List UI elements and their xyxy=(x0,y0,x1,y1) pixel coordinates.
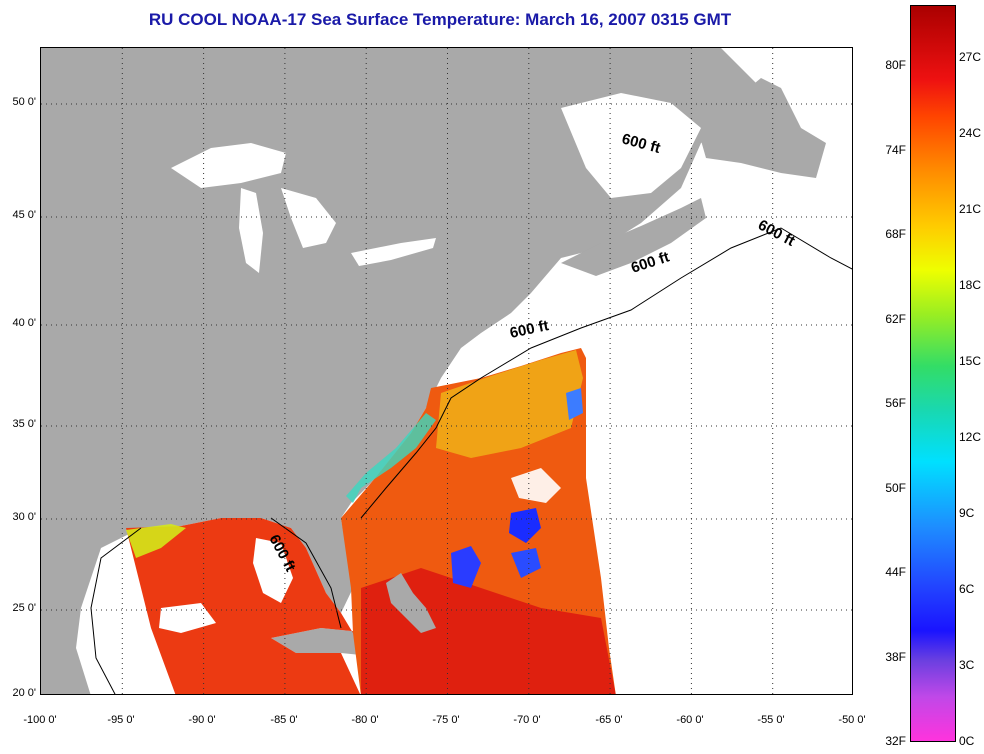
sst-cold-patch-4 xyxy=(566,388,583,420)
colorbar-c-27: 27C xyxy=(959,50,982,64)
lat-label-30: 30 0' xyxy=(12,511,36,523)
gulf-st-lawrence xyxy=(561,93,701,198)
colorbar-f-44: 44F xyxy=(885,565,906,579)
sst-gulf-of-mexico xyxy=(126,518,371,694)
lon-label-60: -60 0' xyxy=(676,714,704,726)
sst-gulf-north-warm-yellow xyxy=(126,524,186,558)
lat-label-50: 50 0' xyxy=(12,96,36,108)
colorbar-f-68: 68F xyxy=(885,227,906,241)
lon-label-90: -90 0' xyxy=(188,714,216,726)
lat-label-45: 45 0' xyxy=(12,209,36,221)
cloud-atlantic xyxy=(511,468,561,503)
lon-label-50: -50 0' xyxy=(838,714,866,726)
contour-label-gulf-of-maine: 600 ft xyxy=(508,317,550,342)
sst-coastal-cyan xyxy=(346,413,436,503)
cloud-gulf xyxy=(253,538,293,603)
lon-label-65: -65 0' xyxy=(595,714,623,726)
colorbar-c-21: 21C xyxy=(959,202,982,216)
sst-cold-patch-3 xyxy=(511,548,541,578)
graticule xyxy=(41,48,852,694)
contour-label-grand-banks: 600 ft xyxy=(755,217,798,250)
lat-label-20: 20 0' xyxy=(12,687,36,699)
sst-atlantic-south-red xyxy=(361,568,616,694)
lake-superior xyxy=(171,143,286,188)
colorbar-f-62: 62F xyxy=(885,312,906,326)
lon-label-80: -80 0' xyxy=(351,714,379,726)
map-canvas: 600 ft 600 ft 600 ft 600 ft 600 ft xyxy=(41,48,852,694)
colorbar-c-9: 9C xyxy=(959,506,975,520)
colorbar-c-12: 12C xyxy=(959,430,982,444)
colorbar-f-50: 50F xyxy=(885,481,906,495)
sst-map: 600 ft 600 ft 600 ft 600 ft 600 ft xyxy=(40,47,853,695)
lon-label-70: -70 0' xyxy=(513,714,541,726)
contour-600ft xyxy=(90,227,852,694)
lon-label-75: -75 0' xyxy=(432,714,460,726)
sst-atlantic-north-yellow xyxy=(436,350,583,458)
colorbar-c-3: 3C xyxy=(959,658,975,672)
colorbar-f-74: 74F xyxy=(885,143,906,157)
land-nova-scotia xyxy=(561,198,706,276)
colorbar-c-0: 0C xyxy=(959,734,975,748)
lake-huron xyxy=(281,188,336,248)
lon-label-55: -55 0' xyxy=(757,714,785,726)
colorbar-f-80: 80F xyxy=(885,58,906,72)
colorbar-c-24: 24C xyxy=(959,126,982,140)
colorbar-f-32: 32F xyxy=(885,734,906,748)
lat-label-40: 40 0' xyxy=(12,317,36,329)
lat-label-35: 35 0' xyxy=(12,418,36,430)
temperature-colorbar xyxy=(910,5,956,742)
lake-erie-ontario xyxy=(351,238,436,266)
colorbar-f-38: 38F xyxy=(885,650,906,664)
map-title: RU COOL NOAA-17 Sea Surface Temperature:… xyxy=(148,10,732,29)
lat-label-25: 25 0' xyxy=(12,602,36,614)
lake-michigan xyxy=(239,188,263,273)
colorbar-c-15: 15C xyxy=(959,354,982,368)
land-north-america xyxy=(41,48,761,694)
colorbar-c-6: 6C xyxy=(959,582,975,596)
lon-label-85: -85 0' xyxy=(270,714,298,726)
lon-label-100: -100 0' xyxy=(23,714,57,726)
colorbar-c-18: 18C xyxy=(959,278,982,292)
lon-label-95: -95 0' xyxy=(107,714,135,726)
sst-cold-patch-2 xyxy=(509,508,541,543)
land-bahamas xyxy=(386,573,436,633)
sst-cold-patch-1 xyxy=(451,546,481,588)
land-newfoundland xyxy=(696,78,826,178)
colorbar-f-56: 56F xyxy=(885,396,906,410)
